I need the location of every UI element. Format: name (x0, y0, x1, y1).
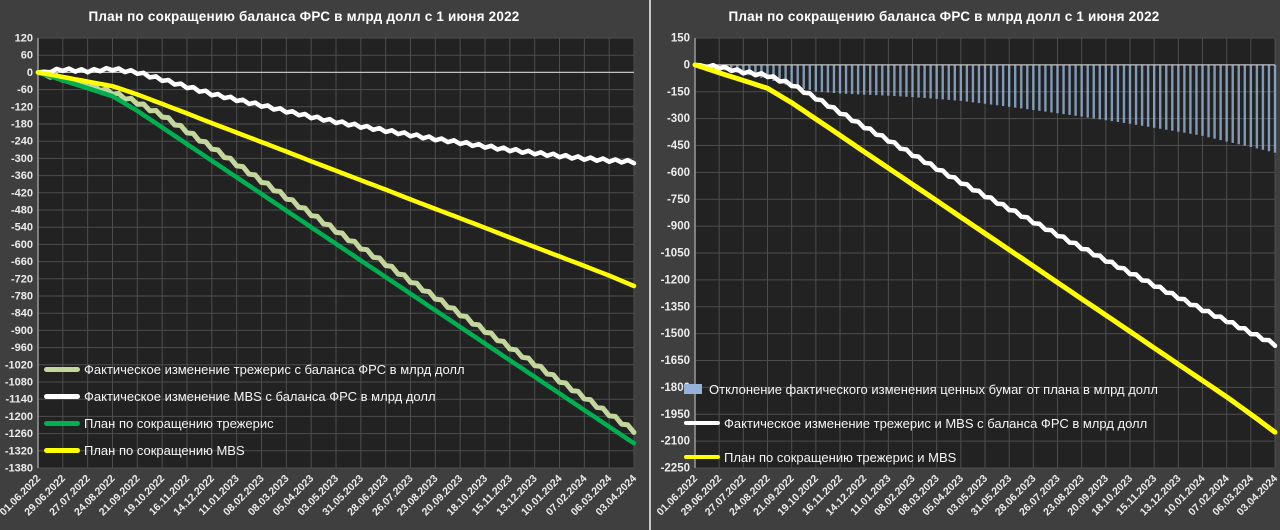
svg-text:-420: -420 (11, 187, 33, 199)
svg-text:-1350: -1350 (661, 301, 690, 313)
svg-text:-600: -600 (667, 167, 690, 179)
svg-text:60: 60 (21, 50, 33, 62)
legend-right: Отклонение фактического изменения ценных… (684, 372, 1158, 474)
legend-item-actual-mbs: Фактическое изменение MBS с баланса ФРС … (44, 383, 465, 410)
chart-title-left: План по сокращению баланса ФРС в млрд до… (88, 9, 520, 24)
svg-text:-750: -750 (667, 194, 690, 206)
deviation-bar-swatch (684, 384, 702, 394)
svg-text:-150: -150 (667, 86, 690, 98)
svg-text:-300: -300 (667, 113, 690, 125)
svg-text:-120: -120 (11, 101, 33, 113)
svg-text:-1260: -1260 (5, 428, 33, 440)
svg-text:0: 0 (27, 67, 33, 79)
legend-item-deviation: Отклонение фактического изменения ценных… (684, 372, 1158, 406)
svg-text:-600: -600 (11, 239, 33, 251)
svg-text:-1020: -1020 (5, 359, 33, 371)
svg-text:-900: -900 (667, 221, 690, 233)
legend-item-actual-treasuries: Фактическое изменение трежерис с баланса… (44, 356, 465, 383)
svg-text:-1080: -1080 (5, 377, 33, 389)
legend-label: Фактическое изменение трежерис с баланса… (84, 362, 465, 377)
legend-label: Отклонение фактического изменения ценных… (709, 381, 1158, 397)
actual-mbs-line-swatch (44, 394, 80, 399)
svg-text:-540: -540 (11, 222, 33, 234)
svg-text:-900: -900 (11, 325, 33, 337)
svg-text:-240: -240 (11, 136, 33, 148)
legend-item-plan-total: План по сокращению трежерис и MBS (684, 440, 1158, 474)
svg-text:-450: -450 (667, 140, 690, 152)
svg-text:-1320: -1320 (5, 445, 33, 457)
svg-text:-1650: -1650 (661, 355, 690, 367)
svg-text:-960: -960 (11, 342, 33, 354)
svg-text:-480: -480 (11, 205, 33, 217)
svg-text:-720: -720 (11, 273, 33, 285)
legend-label: Фактическое изменение MBS с баланса ФРС … (84, 389, 436, 404)
actual-total-line-swatch (684, 420, 720, 426)
chart-panel-right: План по сокращению баланса ФРС в млрд до… (640, 0, 1280, 530)
fed-balance-by-asset-chart: 120 60 0 -60 -120 -180 -240 -300 -360 -420 -480 -54… (0, 33, 639, 519)
svg-text:-1800: -1800 (661, 382, 690, 394)
svg-text:120: 120 (15, 33, 33, 45)
svg-text:-1050: -1050 (661, 248, 690, 260)
chart-panel-left: План по сокращению баланса ФРС в млрд до… (0, 9, 639, 519)
svg-text:-60: -60 (17, 84, 33, 96)
plan-total-line-swatch (684, 454, 720, 460)
legend-label: Фактическое изменение трежерис и MBS с б… (724, 415, 1148, 431)
svg-text:-1380: -1380 (5, 463, 33, 475)
svg-text:-780: -780 (11, 291, 33, 303)
legend-item-plan-mbs: План по сокращению MBS (44, 437, 465, 464)
svg-text:-660: -660 (11, 256, 33, 268)
svg-text:-180: -180 (11, 119, 33, 131)
plan-mbs-line-swatch (44, 448, 80, 453)
legend-label: План по сокращению MBS (84, 443, 245, 458)
fed-balance-total-vs-plan-chart: 150 0 -150 -300 -450 -600 -750 -900 -1050 -1200 -1… (654, 33, 1280, 519)
chart-title-right: План по сокращению баланса ФРС в млрд до… (728, 9, 1160, 24)
svg-text:150: 150 (671, 33, 690, 45)
legend-label: План по сокращению трежерис и MBS (724, 449, 957, 465)
legend-item-plan-treasuries: План по сокращению трежерис (44, 410, 465, 437)
svg-text:-2250: -2250 (661, 463, 690, 475)
legend-item-actual-total: Фактическое изменение трежерис и MBS с б… (684, 406, 1158, 440)
actual-treasuries-line-swatch (44, 367, 80, 372)
svg-text:-2100: -2100 (661, 436, 690, 448)
svg-text:-1200: -1200 (5, 411, 33, 423)
svg-text:-1140: -1140 (5, 394, 33, 406)
svg-text:-300: -300 (11, 153, 33, 165)
svg-text:-1200: -1200 (661, 274, 690, 286)
panel-divider (649, 0, 651, 530)
plan-treasuries-line-swatch (44, 421, 80, 426)
svg-text:-1950: -1950 (661, 409, 690, 421)
svg-text:-1500: -1500 (661, 328, 690, 340)
svg-text:-840: -840 (11, 308, 33, 320)
legend-label: План по сокращению трежерис (84, 416, 274, 431)
svg-text:0: 0 (684, 59, 690, 71)
legend-left: Фактическое изменение трежерис с баланса… (44, 356, 465, 464)
svg-text:-360: -360 (11, 170, 33, 182)
